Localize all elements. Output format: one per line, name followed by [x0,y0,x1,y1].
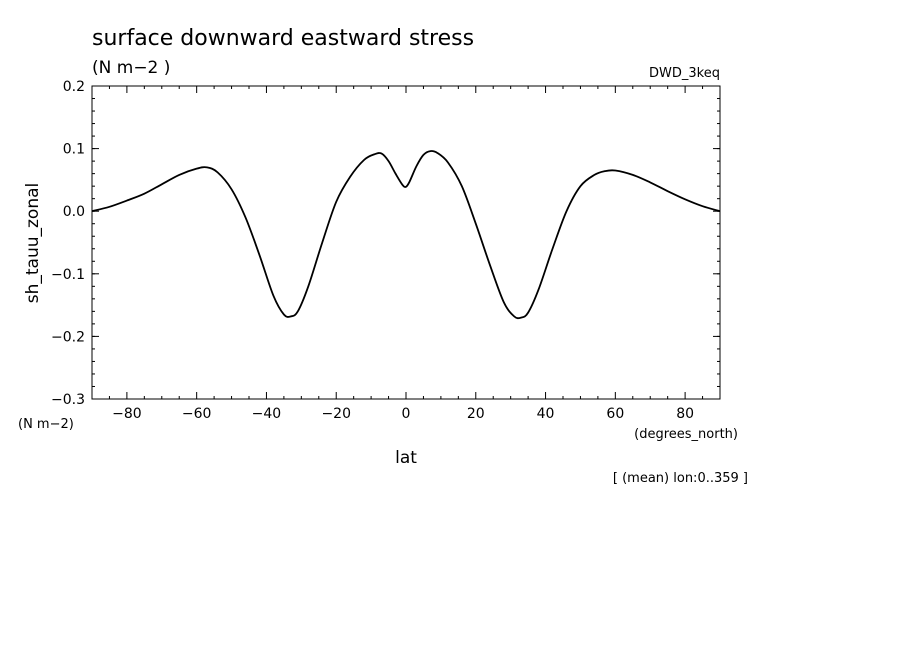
x-tick-label: 40 [537,406,555,422]
data-line [91,150,721,320]
y-axis: −0.3 −0.2 −0.1 0.0 0.1 0.2 [51,79,720,408]
minor-ticks [91,85,721,400]
y-tick-label: 0.1 [63,142,85,158]
x-tick-label: −20 [321,406,351,422]
x-axis-unit: (degrees_north) [634,427,738,442]
x-axis-label: lat [395,448,417,468]
x-tick-label: −60 [182,406,212,422]
x-tick-label: 80 [676,406,694,422]
chart-title: surface downward eastward stress [92,26,474,51]
footnote: [ (mean) lon:0..359 ] [613,471,748,486]
y-tick-label: −0.2 [51,329,85,345]
plot-frame [91,85,721,400]
y-tick-label: −0.1 [51,267,85,283]
x-tick-label: −80 [112,406,142,422]
x-tick-label: 20 [467,406,485,422]
dataset-label: DWD_3keq [649,66,720,81]
x-tick-label: −40 [252,406,282,422]
x-tick-label: 0 [402,406,411,422]
chart-subtitle: (N m−2 ) [92,58,170,78]
y-tick-label: −0.3 [51,392,85,408]
y-axis-unit: (N m−2) [18,417,74,432]
x-tick-label: 60 [606,406,624,422]
y-axis-label: sh_tauu_zonal [23,183,43,304]
y-tick-label: 0.2 [63,79,85,95]
y-tick-label: 0.0 [63,204,85,220]
x-axis: −80 −60 −40 −20 0 20 40 60 80 [112,86,694,422]
